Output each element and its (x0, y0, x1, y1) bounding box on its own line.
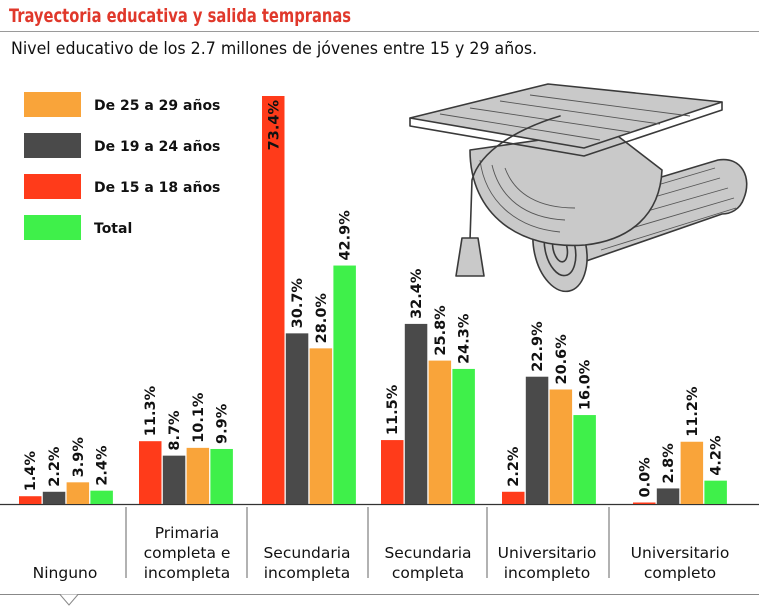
bar-total-1 (90, 490, 113, 504)
value-label: 22.9% (530, 321, 546, 372)
value-label: 30.7% (290, 278, 306, 329)
category-label: incompleta (264, 564, 351, 582)
legend-label: Total (94, 221, 132, 237)
value-label: 10.1% (191, 392, 207, 443)
legend-swatch (24, 174, 81, 199)
value-label: 2.2% (47, 446, 63, 487)
value-label: 16.0% (578, 359, 594, 410)
bar-group (19, 96, 727, 504)
value-label: 1.4% (23, 451, 39, 492)
legend-label: De 15 a 18 años (94, 180, 220, 196)
category-separators (125, 507, 610, 578)
value-label: 2.4% (95, 445, 111, 486)
value-label: 11.2% (685, 386, 701, 437)
category-label: incompleta (144, 564, 231, 582)
bar-de-25-a-29-a-os-1 (66, 482, 90, 504)
category-label: completa (392, 564, 464, 582)
value-label: 11.3% (143, 385, 159, 436)
bar-de-15-a-18-a-os-3 (262, 96, 285, 504)
bar-de-19-a-24-a-os-2 (162, 455, 186, 504)
pointer-notch (59, 594, 79, 606)
graduation-cap-and-diploma-icon (409, 83, 748, 293)
category-label: Universitario (498, 544, 597, 562)
bar-de-19-a-24-a-os-1 (42, 491, 66, 504)
bar-de-25-a-29-a-os-5 (549, 389, 573, 504)
category-label: incompleto (504, 564, 590, 582)
category-label: Secundaria (263, 544, 350, 562)
bar-total-2 (210, 448, 233, 504)
bar-de-15-a-18-a-os-6 (633, 502, 656, 504)
bar-total-5 (573, 415, 596, 504)
category-label: Universitario (631, 544, 730, 562)
value-label: 3.9% (71, 437, 87, 478)
value-label: 2.2% (506, 446, 522, 487)
bar-de-15-a-18-a-os-2 (139, 441, 162, 504)
value-label: 25.8% (433, 305, 449, 356)
category-label: completo (644, 564, 716, 582)
bar-total-4 (452, 368, 475, 504)
bar-de-25-a-29-a-os-6 (680, 441, 704, 504)
value-label: 24.3% (457, 313, 473, 364)
bar-de-19-a-24-a-os-5 (525, 376, 549, 504)
value-label: 42.9% (338, 210, 354, 261)
value-label: 9.9% (215, 403, 231, 444)
value-label: 8.7% (167, 410, 183, 451)
category-label: completa e (144, 544, 231, 562)
bar-de-19-a-24-a-os-3 (285, 333, 309, 504)
bar-de-15-a-18-a-os-1 (19, 496, 42, 504)
value-label: 28.0% (314, 293, 330, 344)
legend-swatch (24, 92, 81, 117)
legend-label: De 25 a 29 años (94, 98, 220, 114)
bar-total-3 (333, 265, 356, 504)
value-label: 0.0% (637, 457, 653, 498)
chart-subtitle: Nivel educativo de los 2.7 millones de j… (11, 39, 538, 59)
value-label: 2.8% (661, 443, 677, 484)
value-label: 20.6% (554, 334, 570, 385)
bar-de-15-a-18-a-os-5 (502, 491, 525, 504)
bar-de-19-a-24-a-os-6 (656, 488, 680, 504)
title-divider (0, 31, 759, 32)
bar-de-25-a-29-a-os-2 (186, 447, 210, 504)
value-label: 32.4% (409, 268, 425, 319)
category-label: Primaria (155, 524, 220, 542)
value-label: 4.2% (709, 435, 725, 476)
legend-label: De 19 a 24 años (94, 139, 220, 155)
value-labels: 1.4% 11.3% 73.4% 11.5% 2.2% 0.0% 2.2% 8.7% 30.7%… (23, 100, 724, 498)
bar-total-6 (704, 480, 727, 504)
value-label: 11.5% (385, 384, 401, 435)
legend-swatch (24, 133, 81, 158)
category-label: Ninguno (33, 564, 98, 582)
bar-de-25-a-29-a-os-4 (428, 360, 452, 504)
category-labels: Ninguno Primaria completa e incompleta Secun… (33, 524, 730, 582)
legend: De 25 a 29 años De 19 a 24 años De 15 a 18… (24, 92, 220, 240)
chart-title: Trayectoria educativa y salida tempranas (9, 5, 352, 27)
value-label: 73.4% (266, 100, 282, 151)
bar-de-19-a-24-a-os-4 (404, 323, 428, 504)
bar-de-15-a-18-a-os-4 (381, 440, 404, 504)
bar-de-25-a-29-a-os-3 (309, 348, 333, 504)
legend-swatch (24, 215, 81, 240)
category-label: Secundaria (384, 544, 471, 562)
